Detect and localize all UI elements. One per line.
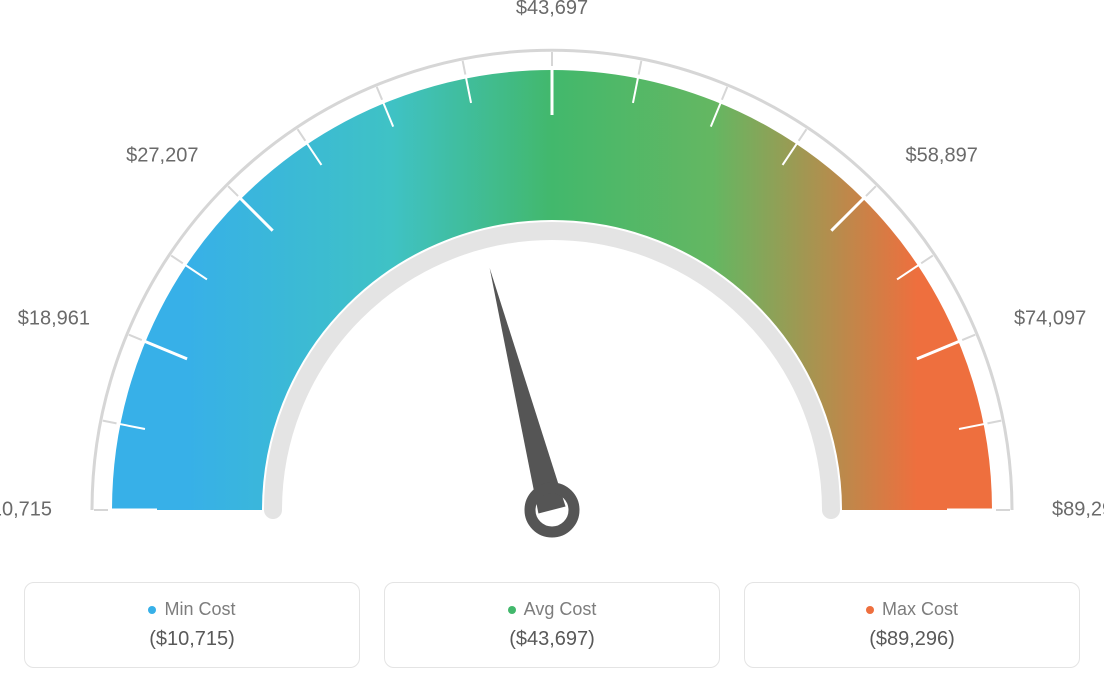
min-cost-value: ($10,715) xyxy=(149,628,235,651)
bullet-icon xyxy=(148,606,156,614)
max-cost-card: Max Cost ($89,296) xyxy=(744,582,1080,668)
gauge-tick-label: $18,961 xyxy=(18,307,90,330)
gauge-tick-label: $10,715 xyxy=(0,499,52,522)
cost-gauge-chart: $10,715 $18,961 $27,207 $43,697 $58,897 $74,0… xyxy=(0,0,1104,570)
bullet-icon xyxy=(508,606,516,614)
avg-cost-card: Avg Cost ($43,697) xyxy=(384,582,720,668)
gauge-tick-label: $58,897 xyxy=(906,145,978,168)
min-cost-title-row: Min Cost xyxy=(148,599,235,620)
gauge-tick-label: $89,296 xyxy=(1052,499,1104,522)
bullet-icon xyxy=(866,606,874,614)
summary-cards: Min Cost ($10,715) Avg Cost ($43,697) Ma… xyxy=(0,570,1104,680)
gauge-tick-label: $43,697 xyxy=(516,0,588,20)
min-cost-card: Min Cost ($10,715) xyxy=(24,582,360,668)
max-cost-value: ($89,296) xyxy=(869,628,955,651)
avg-cost-value: ($43,697) xyxy=(509,628,595,651)
gauge-tick-label: $27,207 xyxy=(126,145,198,168)
max-cost-title: Max Cost xyxy=(882,599,958,620)
avg-cost-title-row: Avg Cost xyxy=(508,599,597,620)
min-cost-title: Min Cost xyxy=(164,599,235,620)
gauge-svg xyxy=(0,0,1104,570)
max-cost-title-row: Max Cost xyxy=(866,599,958,620)
avg-cost-title: Avg Cost xyxy=(524,599,597,620)
gauge-tick-label: $74,097 xyxy=(1014,307,1086,330)
